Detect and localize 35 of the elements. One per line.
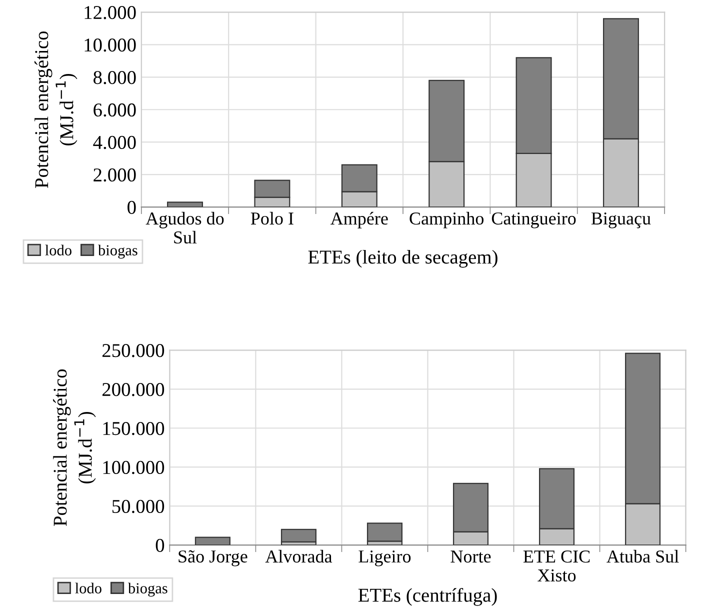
bar: [280, 528, 316, 542]
x-axis-title: ETEs (centrífuga): [358, 588, 497, 606]
x-tick-label: Ligeiro: [358, 550, 411, 566]
y-axis-title: Potencial energético (MJ.d$^{−1}$): [34, 31, 78, 188]
x-tick-label: Polo I: [250, 212, 294, 225]
x-axis-title: ETEs (leito de secagem): [308, 250, 498, 268]
x-tick-label: ETE CIC Xisto: [523, 550, 590, 582]
legend-label: lodo: [75, 582, 102, 594]
x-tick-label: Ampére: [330, 212, 388, 228]
y-tick-label: 200.000: [102, 382, 164, 396]
y-tick-label: 2.000: [94, 168, 136, 182]
y-tick-label: 150.000: [103, 422, 164, 436]
bar: [366, 522, 402, 542]
y-axis-title: Potencial energético (MJ.d$^{−1}$): [53, 369, 96, 526]
y-tick-label: 10.000: [84, 38, 136, 52]
legend-label: lodo: [45, 244, 72, 256]
x-tick-label: Alvorada: [265, 550, 332, 563]
y-tick-label: 250.000: [102, 344, 164, 358]
y-tick-label: 100.000: [103, 460, 164, 474]
x-tick-label: São Jorge: [178, 550, 248, 566]
y-tick-label: 8.000: [94, 70, 136, 84]
y-tick-label: 4.000: [93, 136, 136, 150]
x-tick-label: Campinho: [410, 212, 484, 228]
legend-label: biogas: [128, 582, 168, 597]
y-tick-label: 12.000: [84, 6, 136, 20]
legend-label: biogas: [98, 244, 138, 259]
x-tick-label: Atuba Sul: [606, 550, 679, 563]
y-tick-label: 0: [156, 538, 164, 552]
x-tick-label: Agudos do Sul: [146, 212, 224, 244]
y-tick-label: 6.000: [94, 103, 136, 117]
x-tick-label: Biguaçu: [591, 212, 651, 228]
y-tick-label: 50.000: [112, 500, 164, 514]
y-tick-label: 0: [128, 200, 136, 214]
x-tick-label: Norte: [450, 550, 491, 563]
x-tick-label: Catingueiro: [492, 212, 576, 228]
